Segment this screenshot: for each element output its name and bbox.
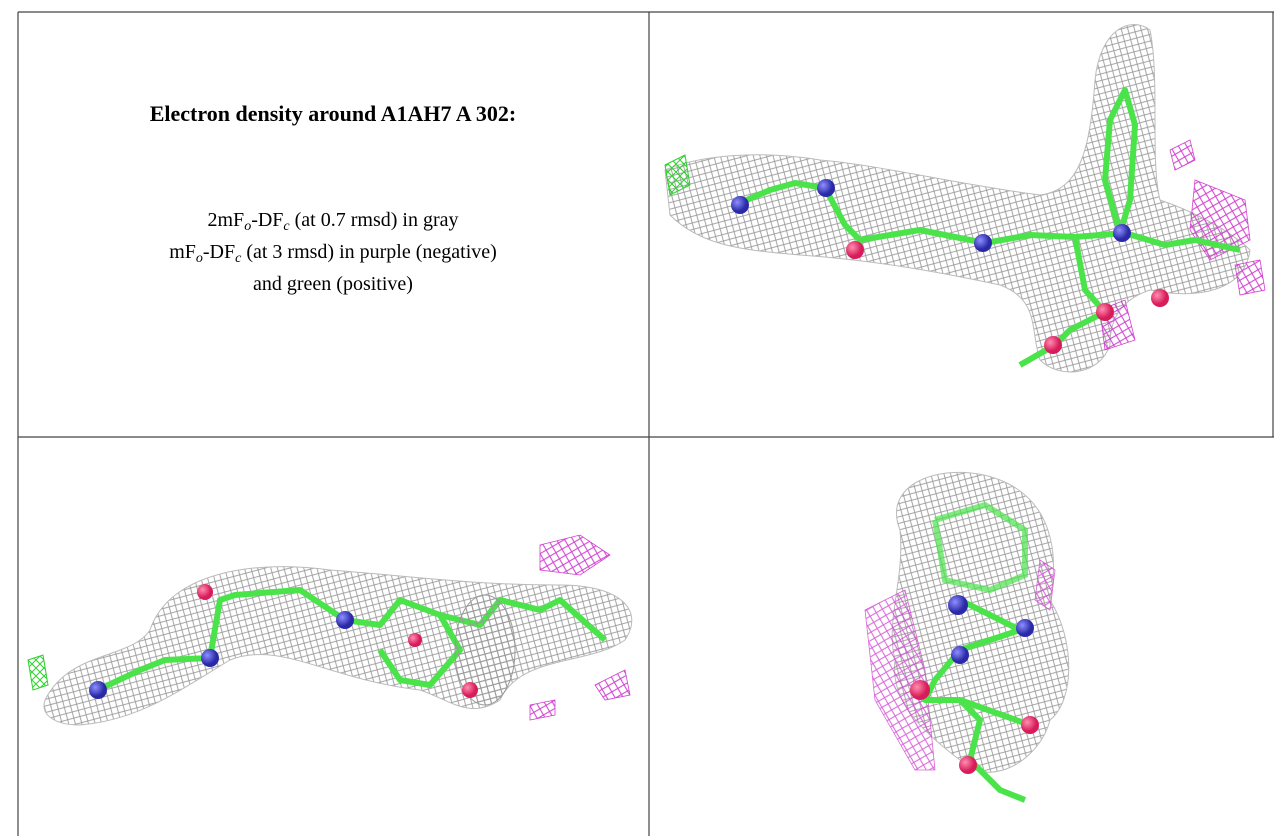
legend: 2mFo-DFc (at 0.7 rmsd) in gray mFo-DFc (a… [169,209,497,295]
legend-text: and green (positive) [253,273,413,295]
legend-text: (at 0.7 rmsd) in gray [290,209,459,231]
density-view-3 [865,472,1069,800]
page: Electron density around A1AH7 A 302: 2mF… [0,0,1274,836]
subscript: o [244,219,251,234]
legend-text: -DF [203,241,235,263]
table-lines [18,12,1274,836]
legend-text: mF [169,241,196,263]
legend-line: and green (positive) [253,273,413,295]
legend-text: 2mF [208,209,245,231]
density-view-2 [28,535,632,725]
title: Electron density around A1AH7 A 302: [150,101,517,126]
subscript: o [196,251,203,266]
legend-line: 2mFo-DFc (at 0.7 rmsd) in gray [208,209,459,234]
legend-line: mFo-DFc (at 3 rmsd) in purple (negative) [169,241,497,266]
legend-text: (at 3 rmsd) in purple (negative) [241,241,496,263]
figure-table: Electron density around A1AH7 A 302: 2mF… [0,0,1274,836]
legend-text: -DF [251,209,283,231]
density-view-1 [665,24,1265,372]
